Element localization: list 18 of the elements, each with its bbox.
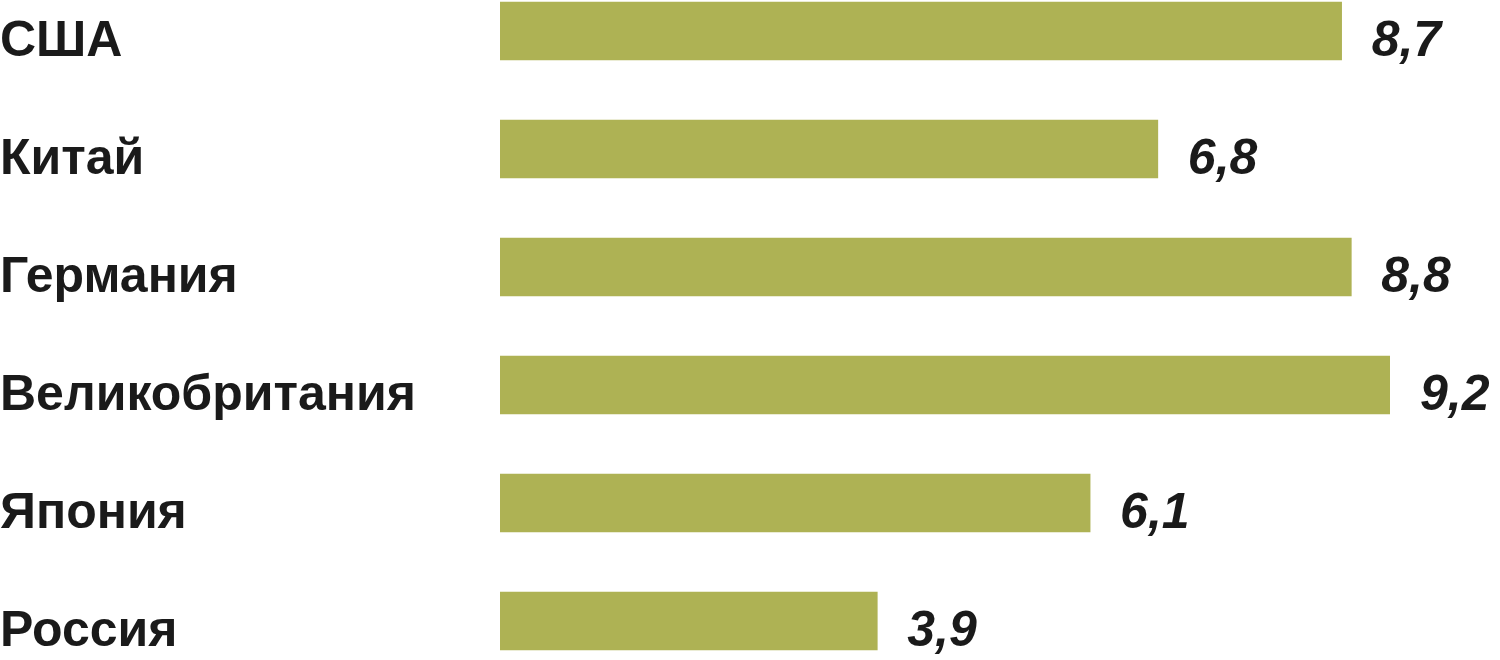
data-label: 6,8 (1187, 128, 1258, 185)
bar (500, 1, 1342, 61)
bar (500, 473, 1091, 533)
data-label: 9,2 (1420, 364, 1490, 421)
y-tick-label: Япония (0, 482, 187, 539)
bar (500, 591, 878, 651)
y-tick-label: Германия (0, 246, 238, 303)
data-label: 6,1 (1120, 482, 1190, 539)
data-label: 8,7 (1371, 10, 1444, 67)
bar (500, 237, 1352, 297)
y-tick-label: Великобритания (0, 364, 416, 421)
data-label: 3,9 (907, 600, 977, 657)
y-tick-label: США (0, 10, 123, 67)
y-tick-label: Китай (0, 128, 145, 185)
bar (500, 355, 1390, 415)
data-label: 8,8 (1381, 246, 1451, 303)
y-tick-label: Россия (0, 600, 178, 657)
bar (500, 119, 1159, 179)
